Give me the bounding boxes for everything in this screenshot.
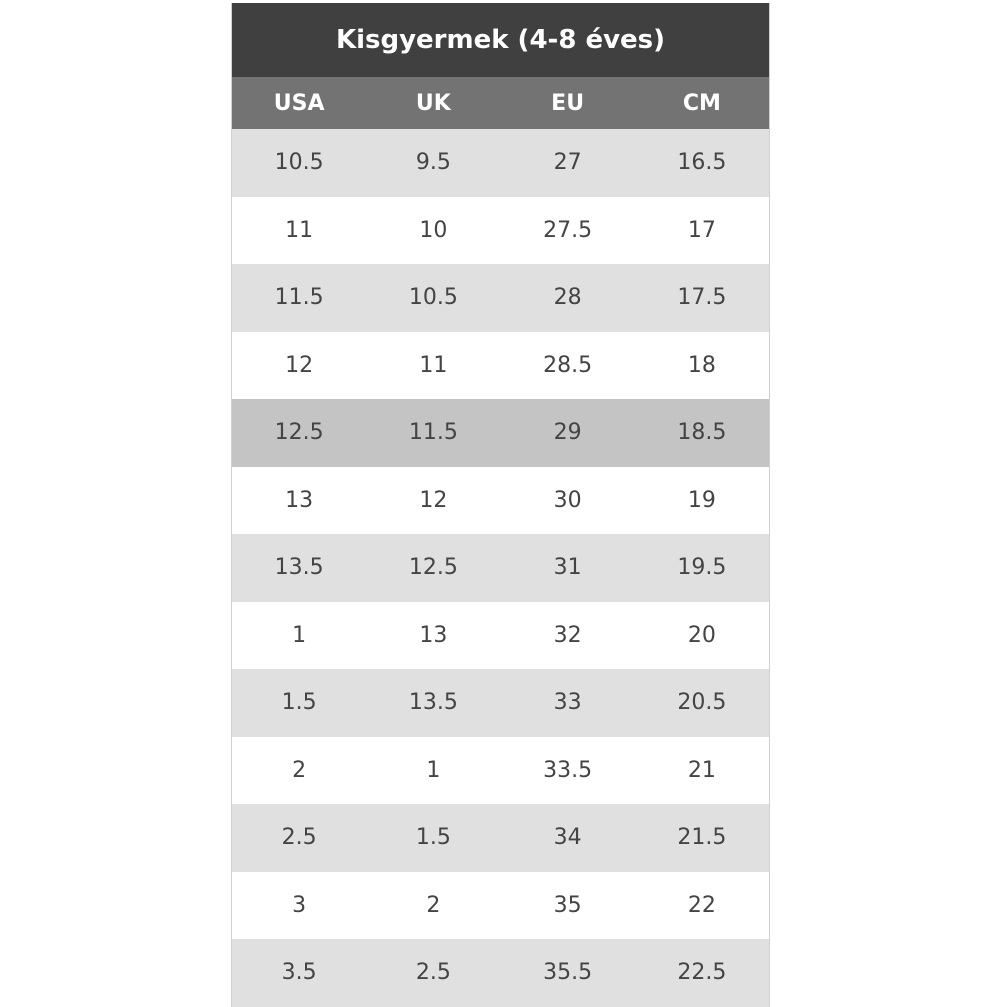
cell-eu: 31 (553, 555, 582, 581)
cell-usa: 12.5 (274, 420, 324, 446)
cell-eu: 35.5 (543, 960, 593, 986)
cell-uk: 10.5 (408, 285, 458, 311)
table-row: 11.5 10.5 28 17.5 (232, 264, 769, 332)
cell-cm: 20.5 (677, 690, 727, 716)
cell-eu: 27 (553, 150, 582, 176)
cell-eu: 32 (553, 622, 582, 648)
table-row: 3.5 2.5 35.5 22.5 (232, 939, 769, 1007)
cell-uk: 13.5 (408, 690, 458, 716)
cell-cm: 19 (687, 487, 716, 513)
cell-uk: 12 (419, 487, 448, 513)
cell-eu: 33.5 (543, 757, 593, 783)
cell-uk: 1 (426, 757, 441, 783)
cell-cm: 22.5 (677, 960, 727, 986)
cell-usa: 1.5 (281, 690, 317, 716)
cell-usa: 11.5 (274, 285, 324, 311)
cell-uk: 2.5 (415, 960, 451, 986)
table-row: 1.5 13.5 33 20.5 (232, 669, 769, 737)
header-eu: EU (551, 90, 585, 116)
cell-eu: 34 (553, 825, 582, 851)
cell-cm: 17.5 (677, 285, 727, 311)
cell-uk: 11.5 (408, 420, 458, 446)
cell-uk: 9.5 (415, 150, 451, 176)
table-row: 12.5 11.5 29 18.5 (232, 399, 769, 467)
cell-usa: 13 (285, 487, 314, 513)
table-row: 12 11 28.5 18 (232, 331, 769, 399)
cell-usa: 2 (292, 757, 307, 783)
cell-usa: 10.5 (274, 150, 324, 176)
cell-uk: 1.5 (415, 825, 451, 851)
table-row: 10.5 9.5 27 16.5 (232, 129, 769, 197)
cell-cm: 20 (687, 622, 716, 648)
table-row: 2.5 1.5 34 21.5 (232, 804, 769, 872)
header-row: USA UK EU CM (232, 77, 769, 129)
cell-cm: 21.5 (677, 825, 727, 851)
cell-uk: 10 (419, 217, 448, 243)
cell-usa: 1 (292, 622, 307, 648)
size-chart-table: Kisgyermek (4-8 éves) USA UK EU CM 10.5 9… (231, 3, 770, 1007)
cell-cm: 22 (687, 892, 716, 918)
table-row: 1 13 32 20 (232, 601, 769, 669)
table-title: Kisgyermek (4-8 éves) (232, 3, 769, 77)
cell-usa: 2.5 (281, 825, 317, 851)
cell-usa: 3.5 (281, 960, 317, 986)
cell-uk: 11 (419, 352, 448, 378)
table-row: 11 10 27.5 17 (232, 196, 769, 264)
table-row: 3 2 35 22 (232, 871, 769, 939)
table-row: 13 12 30 19 (232, 466, 769, 534)
cell-eu: 35 (553, 892, 582, 918)
cell-cm: 17 (687, 217, 716, 243)
cell-uk: 13 (419, 622, 448, 648)
cell-eu: 27.5 (543, 217, 593, 243)
cell-usa: 13.5 (274, 555, 324, 581)
cell-cm: 19.5 (677, 555, 727, 581)
cell-cm: 18.5 (677, 420, 727, 446)
cell-eu: 30 (553, 487, 582, 513)
cell-eu: 33 (553, 690, 582, 716)
table-row: 2 1 33.5 21 (232, 736, 769, 804)
table-row: 13.5 12.5 31 19.5 (232, 534, 769, 602)
cell-eu: 28.5 (543, 352, 593, 378)
cell-eu: 28 (553, 285, 582, 311)
cell-eu: 29 (553, 420, 582, 446)
cell-uk: 12.5 (408, 555, 458, 581)
header-uk: UK (415, 90, 451, 116)
header-cm: CM (682, 90, 721, 116)
cell-cm: 21 (687, 757, 716, 783)
header-usa: USA (273, 90, 325, 116)
cell-usa: 3 (292, 892, 307, 918)
cell-cm: 16.5 (677, 150, 727, 176)
cell-cm: 18 (687, 352, 716, 378)
cell-usa: 12 (285, 352, 314, 378)
cell-uk: 2 (426, 892, 441, 918)
cell-usa: 11 (285, 217, 314, 243)
